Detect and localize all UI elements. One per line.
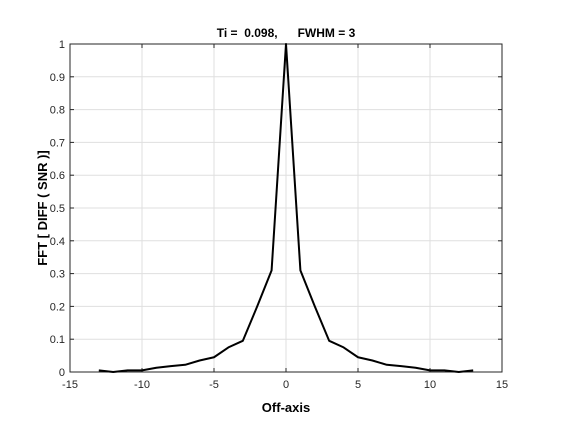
x-tick-label: 5 [355, 379, 361, 391]
y-tick-label: 0.5 [50, 203, 65, 215]
x-tick-label: 15 [496, 379, 508, 391]
y-tick-label: 0.2 [50, 301, 65, 313]
y-tick-label: 0.9 [50, 72, 65, 84]
x-tick-label: -15 [62, 379, 78, 391]
x-tick-label: 10 [424, 379, 436, 391]
series-line [98, 43, 474, 373]
x-tick-label: 0 [283, 379, 289, 391]
y-axis-label: FFT [ DIFF ( SNR )] [35, 150, 50, 266]
y-tick-label: 1 [59, 39, 65, 51]
y-tick-label: 0.6 [50, 170, 65, 182]
y-tick-label: 0.8 [50, 105, 65, 117]
x-axis-label: Off-axis [262, 400, 310, 415]
x-axis-ticks: -15 -10 -5 0 5 10 15 [62, 44, 508, 391]
series-layer [98, 43, 474, 373]
chart-title: Ti = 0.098, FWHM = 3 [217, 26, 356, 40]
y-tick-label: 0.3 [50, 269, 65, 281]
y-axis-ticks: 0 0.1 0.2 0.3 0.4 0.5 0.6 0.7 0.8 0.9 1 [50, 39, 502, 379]
y-tick-label: 0.1 [50, 334, 65, 346]
x-tick-label: -10 [134, 379, 150, 391]
y-tick-label: 0.7 [50, 137, 65, 149]
y-tick-label: 0 [59, 367, 65, 379]
x-tick-label: -5 [209, 379, 219, 391]
y-tick-label: 0.4 [50, 236, 65, 248]
